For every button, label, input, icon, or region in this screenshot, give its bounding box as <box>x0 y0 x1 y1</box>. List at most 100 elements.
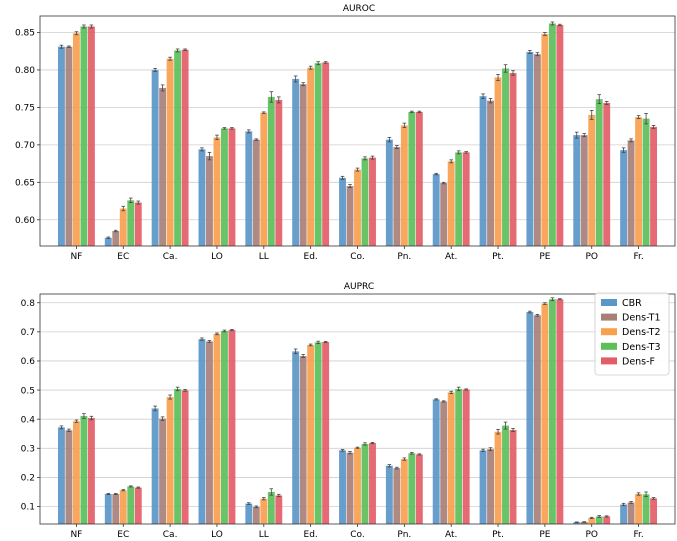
auprc-bar-ll-dens-t1 <box>252 506 260 524</box>
auprc-bar-at-dens-f <box>462 389 470 524</box>
auroc-x-tick-label: Fr. <box>633 252 643 262</box>
auprc-title: AUPRC <box>344 282 374 292</box>
auprc-bar-pn-dens-t1 <box>393 468 401 524</box>
auprc-errorbar-at-dens-t1 <box>441 400 446 403</box>
auroc-errorbar-co-dens-f <box>370 155 375 160</box>
auprc-errorbar-ec-dens-t1 <box>113 493 118 495</box>
auprc-bar-ec-dens-t3 <box>127 486 135 524</box>
auprc-errorbar-at-cbr <box>434 398 439 401</box>
auroc-errorbar-fr-dens-f <box>651 124 656 129</box>
legend-swatch-dens-f <box>601 357 617 365</box>
auroc-errorbar-ed-dens-f <box>323 61 328 64</box>
auroc-bar-pt-cbr <box>479 96 487 246</box>
auroc-errorbar-pe-dens-t3 <box>550 21 555 26</box>
auprc-errorbar-pn-dens-t1 <box>395 466 399 470</box>
auprc-bar-po-dens-t1 <box>580 521 588 524</box>
auroc-chart: AUROC 0.60 0.65 0.70 0.75 0.80 0.85 NF EC Ca. LO… <box>15 4 676 262</box>
auroc-errorbar-pt-dens-f <box>511 70 515 76</box>
auroc-errorbar-ed-dens-t3 <box>316 61 320 66</box>
auprc-errorbar-lo-dens-t2 <box>215 332 219 336</box>
auprc-errorbar-nf-cbr <box>59 425 64 430</box>
auroc-bar-pt-dens-t3 <box>502 68 509 246</box>
auroc-bar-ec-dens-f <box>134 202 142 246</box>
auprc-error-bars <box>59 297 656 523</box>
auprc-bar-pt-cbr <box>479 450 487 524</box>
auroc-bar-fr-dens-t2 <box>635 117 643 246</box>
auprc-errorbar-nf-dens-t1 <box>67 428 71 432</box>
auroc-errorbar-nf-dens-t1 <box>67 45 71 48</box>
auroc-errorbar-pe-cbr <box>528 50 532 54</box>
auprc-errorbar-pt-dens-t3 <box>503 421 508 430</box>
auprc-bar-lo-dens-t3 <box>221 330 228 524</box>
auprc-bar-ed-dens-t1 <box>299 356 307 524</box>
auprc-errorbar-po-dens-t3 <box>597 515 602 518</box>
auprc-y-tick-label: 0.7 <box>21 328 35 338</box>
auroc-errorbar-ca-dens-t2 <box>168 56 172 61</box>
legend-box <box>594 292 670 376</box>
auroc-errorbar-ca-dens-t3 <box>175 48 180 53</box>
auroc-errorbar-ec-cbr <box>106 236 111 239</box>
auprc-errorbar-lo-dens-t1 <box>207 340 212 343</box>
auroc-errorbar-ec-dens-t3 <box>128 197 133 203</box>
auprc-errorbar-ll-dens-f <box>276 493 281 498</box>
auroc-errorbar-co-dens-t2 <box>355 167 360 172</box>
auprc-x-tick-label: Ed. <box>304 530 318 540</box>
auroc-x-axis: NF EC Ca. LO LL Ed. Co. Pn. At. Pt. PE PO Fr. <box>70 246 644 262</box>
auroc-title: AUROC <box>343 4 375 14</box>
auroc-bar-pe-dens-t2 <box>541 33 549 247</box>
auprc-errorbar-ca-dens-f <box>183 389 187 392</box>
auroc-x-tick-label: LL <box>259 252 269 262</box>
auprc-bar-co-dens-t2 <box>354 447 361 524</box>
auroc-bar-pt-dens-f <box>509 72 517 246</box>
auprc-bar-po-cbr <box>573 522 581 524</box>
auprc-errorbar-pe-dens-t2 <box>543 302 547 305</box>
auroc-errorbar-at-dens-t3 <box>456 150 461 155</box>
auprc-y-tick-label: 0.1 <box>21 503 35 513</box>
auprc-bar-at-cbr <box>432 399 440 524</box>
auroc-bar-ed-dens-t1 <box>299 84 307 246</box>
auprc-bar-ec-dens-t2 <box>119 490 127 524</box>
auprc-chart: AUPRC 0.1 0.2 0.3 0.4 0.5 0.6 0.7 0.8 NF EC Ca. LO… <box>21 282 676 540</box>
auroc-bar-ed-dens-t3 <box>314 63 322 246</box>
auroc-bar-pn-dens-t3 <box>408 111 416 246</box>
auroc-errorbar-at-dens-t2 <box>449 159 453 164</box>
auprc-errorbar-ec-dens-f <box>136 486 141 489</box>
auprc-errorbar-ec-cbr <box>106 493 111 495</box>
auroc-x-tick-label: EC <box>117 252 129 262</box>
auroc-errorbar-lo-dens-t2 <box>215 134 219 141</box>
auroc-x-tick-label: NF <box>70 252 82 262</box>
auprc-errorbar-pe-dens-t1 <box>535 313 540 317</box>
auprc-y-tick-label: 0.6 <box>21 357 36 367</box>
auprc-bar-pt-dens-f <box>509 429 517 524</box>
auprc-errorbar-pn-dens-t3 <box>410 451 414 455</box>
auprc-errorbar-fr-dens-t3 <box>644 491 648 498</box>
auprc-errorbar-co-dens-t1 <box>348 451 352 455</box>
auroc-gridlines <box>40 32 675 221</box>
auprc-errorbar-ed-dens-f <box>323 341 328 344</box>
auroc-errorbar-ll-cbr <box>247 129 251 134</box>
auprc-bar-ec-dens-t1 <box>112 494 120 524</box>
auprc-x-tick-label: PO <box>585 530 598 540</box>
auprc-bar-nf-dens-t3 <box>80 415 88 524</box>
auroc-errorbar-ec-dens-t2 <box>121 205 126 212</box>
auprc-x-tick-label: NF <box>70 530 82 540</box>
auprc-errorbar-fr-cbr <box>621 502 626 507</box>
auprc-errorbar-lo-dens-f <box>230 329 234 332</box>
auprc-x-tick-label: Fr. <box>633 530 643 540</box>
auprc-bar-nf-dens-t1 <box>65 430 73 524</box>
auroc-bar-ed-cbr <box>292 78 300 246</box>
auprc-bar-pn-dens-f <box>415 454 423 524</box>
auprc-bar-pt-dens-t2 <box>494 431 502 524</box>
auroc-errorbar-pn-dens-f <box>417 110 422 114</box>
auprc-x-tick-label: At. <box>445 530 457 540</box>
auroc-bar-at-dens-t1 <box>440 183 448 246</box>
auroc-y-tick-label: 0.60 <box>15 216 35 226</box>
auroc-y-axis: 0.60 0.65 0.70 0.75 0.80 0.85 <box>15 29 40 226</box>
auprc-bar-pe-dens-f <box>556 299 564 524</box>
auprc-bar-co-dens-f <box>369 443 376 524</box>
auprc-bar-ll-dens-t3 <box>267 491 275 524</box>
auroc-bar-pn-dens-f <box>415 111 423 246</box>
auroc-errorbar-at-cbr <box>434 172 439 176</box>
auprc-errorbar-pt-cbr <box>481 448 485 452</box>
